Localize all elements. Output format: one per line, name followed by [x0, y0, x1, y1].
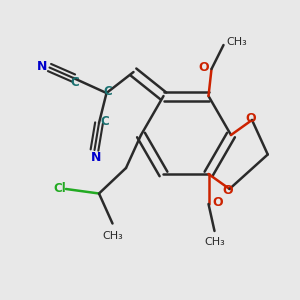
Text: CH₃: CH₃ — [102, 231, 123, 241]
Text: N: N — [91, 151, 101, 164]
Text: O: O — [212, 196, 223, 209]
Text: C: C — [70, 76, 80, 89]
Text: C: C — [103, 85, 112, 98]
Text: N: N — [37, 59, 47, 73]
Text: O: O — [223, 184, 233, 197]
Text: CH₃: CH₃ — [204, 237, 225, 247]
Text: O: O — [199, 61, 209, 74]
Text: C: C — [100, 115, 109, 128]
Text: CH₃: CH₃ — [226, 37, 247, 47]
Text: Cl: Cl — [54, 182, 66, 196]
Text: O: O — [245, 112, 256, 125]
